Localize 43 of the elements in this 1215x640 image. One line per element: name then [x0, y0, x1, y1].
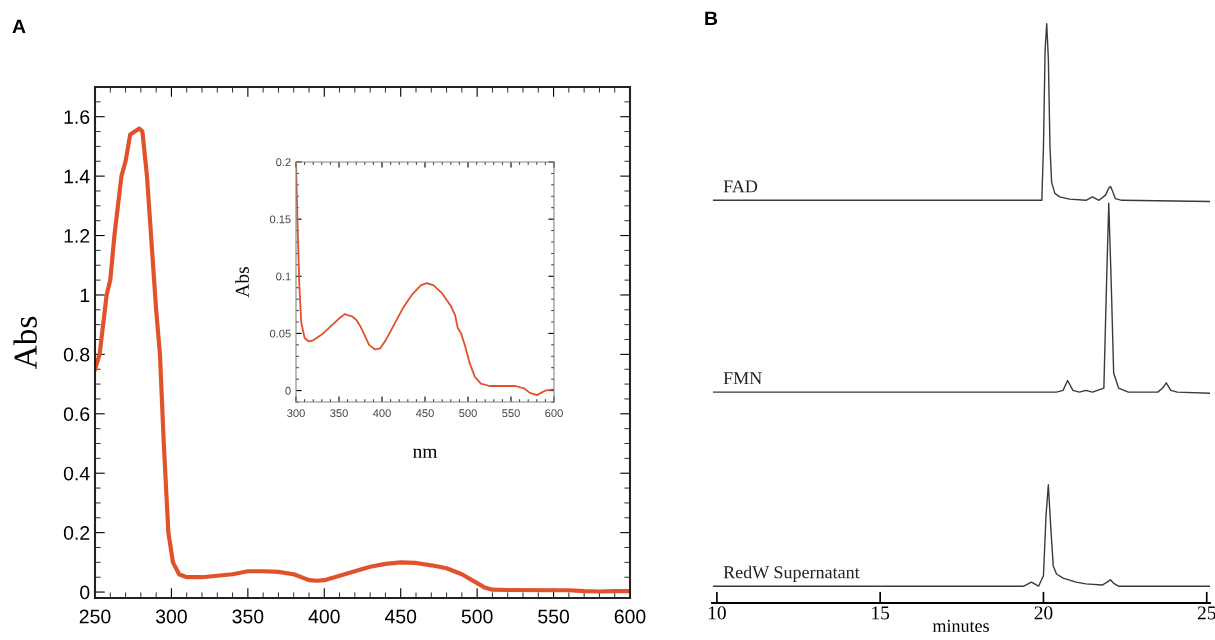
x-tick-label: 15 [872, 606, 890, 620]
x-tick-label: 20 [1034, 606, 1053, 620]
x-tick-label: 500 [461, 609, 493, 624]
x-tick-label: 10 [708, 606, 726, 620]
x-tick-label: 450 [415, 409, 434, 418]
y-tick-label: 0 [285, 386, 291, 395]
chart-title: B [705, 11, 718, 26]
x-tick-label: 300 [287, 409, 305, 418]
y-tick-label: 1.2 [64, 229, 90, 243]
line-series [95, 126, 630, 594]
y-tick-label: 0.8 [63, 347, 90, 362]
y-tick-label: 0.2 [276, 158, 291, 167]
x-tick-label: 400 [308, 609, 340, 624]
x-tick-label: 500 [459, 409, 477, 418]
y-tick-label: 0.15 [269, 215, 291, 224]
y-tick-label: 0.2 [63, 526, 90, 540]
chart-title: A [12, 19, 26, 34]
x-axis-title: nm [413, 448, 438, 458]
x-axis-title: minutes [932, 619, 989, 632]
x-tick-label: 600 [614, 609, 646, 624]
y-tick-label: 0.05 [269, 329, 291, 338]
x-tick-label: 350 [330, 409, 348, 418]
y-tick-label: 0 [80, 585, 90, 600]
series-label: RedW Supernatant [723, 565, 860, 583]
y-tick-label: 0.1 [276, 272, 291, 281]
x-tick-label: 400 [372, 409, 391, 418]
x-tick-label: 300 [155, 609, 187, 624]
y-axis-title: Abs [13, 316, 37, 370]
y-tick-label: 0.4 [63, 466, 90, 481]
x-tick-label: 25 [1197, 606, 1215, 620]
series-label: FAD [723, 180, 758, 193]
x-tick-label: 350 [232, 609, 264, 624]
y-tick-label: 0.6 [63, 407, 90, 422]
x-tick-label: 600 [545, 409, 563, 418]
y-tick-label: 1.4 [64, 169, 90, 184]
x-tick-label: 550 [538, 609, 570, 624]
x-tick-label: 550 [502, 409, 520, 418]
x-tick-label: 450 [384, 609, 417, 624]
series-label: FMN [723, 372, 762, 385]
x-tick-label: 250 [79, 609, 111, 624]
y-axis-title: Abs [235, 267, 249, 298]
y-tick-label: 1.6 [64, 110, 90, 124]
y-tick-label: 1 [80, 288, 90, 303]
